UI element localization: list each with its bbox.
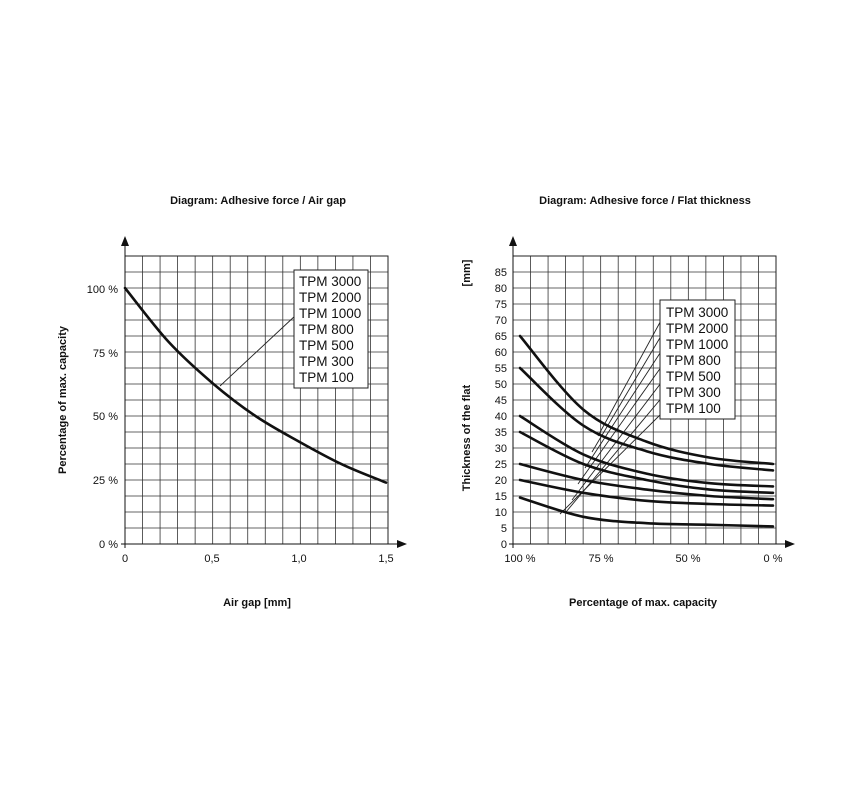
y-axis-title: Thickness of the flat: [461, 384, 473, 491]
x-axis-title: Air gap [mm]: [223, 597, 291, 609]
legend-entry: TPM 1000: [666, 337, 728, 352]
series-line: [518, 430, 775, 495]
x-tick-label: 0 %: [764, 553, 783, 565]
legend: TPM 3000 TPM 2000 TPM 1000 TPM 800 TPM 5…: [293, 269, 369, 389]
y-tick-label: 25 %: [93, 475, 118, 487]
y-tick-label: 50 %: [93, 411, 118, 423]
y-tick-label: 20: [495, 475, 507, 487]
series-line: [518, 334, 775, 466]
y-tick-label: 70: [495, 315, 507, 327]
y-tick-label: 55: [495, 363, 507, 375]
chart-title: Diagram: Adhesive force / Flat thickness: [539, 195, 751, 207]
x-tick-label: 0: [122, 553, 128, 565]
legend-entry: TPM 2000: [666, 321, 728, 336]
y-tick-label: 10: [495, 507, 507, 519]
legend-entry: TPM 100: [666, 401, 721, 416]
series-line: [123, 286, 388, 484]
y-tick-label: 5: [501, 523, 507, 535]
y-axis-arrow: [509, 236, 517, 246]
y-axis-unit: [mm]: [461, 259, 473, 286]
series-line: [518, 496, 775, 528]
legend-leader-line: [577, 362, 665, 485]
x-tick-label: 1,0: [291, 553, 306, 565]
legend: TPM 3000 TPM 2000 TPM 1000 TPM 800 TPM 5…: [659, 299, 736, 420]
y-tick-label: 100 %: [87, 284, 118, 296]
chart-title: Diagram: Adhesive force / Air gap: [170, 195, 346, 207]
y-tick-label: 0: [501, 539, 507, 551]
y-tick-label: 35: [495, 427, 507, 439]
legend-entry: TPM 800: [666, 353, 721, 368]
y-tick-label: 30: [495, 443, 507, 455]
y-tick-label: 40: [495, 411, 507, 423]
chart-flat-thickness: Diagram: Adhesive force / Flat thickness…: [461, 195, 795, 609]
legend-entry: TPM 500: [299, 338, 354, 353]
y-tick-label: 65: [495, 331, 507, 343]
legend-entry: TPM 1000: [299, 306, 361, 321]
y-tick-label: 0 %: [99, 539, 118, 551]
y-tick-label: 80: [495, 283, 507, 295]
series-line: [518, 414, 775, 488]
y-tick-label: 45: [495, 395, 507, 407]
legend-leader-line: [559, 410, 665, 515]
x-tick-label: 1,5: [378, 553, 393, 565]
y-tick-label: 75: [495, 299, 507, 311]
legend-entry: TPM 2000: [299, 290, 361, 305]
y-tick-label: 15: [495, 491, 507, 503]
y-tick-labels: 0 5 10 15 20 25 30 35 40 45 50 55 60 65 70 75 80 85: [495, 267, 507, 551]
legend-leader-line: [597, 314, 665, 437]
y-axis-arrow: [121, 236, 129, 246]
x-axis-arrow: [785, 540, 795, 548]
x-axis-arrow: [397, 540, 407, 548]
y-tick-label: 50: [495, 379, 507, 391]
y-tick-label: 75 %: [93, 348, 118, 360]
series-lines: [518, 334, 775, 528]
legend-leader-line: [219, 314, 297, 387]
legend-leader-line: [584, 346, 665, 469]
legend-entry: TPM 500: [666, 369, 721, 384]
legend-entry: TPM 800: [299, 322, 354, 337]
legend-box: [293, 269, 369, 389]
chart-air-gap: Diagram: Adhesive force / Air gap 0 % 25…: [57, 195, 407, 609]
x-tick-label: 0,5: [204, 553, 219, 565]
y-tick-label: 85: [495, 267, 507, 279]
x-axis-title: Percentage of max. capacity: [569, 597, 718, 609]
series-line: [518, 478, 775, 507]
series-line: [518, 366, 775, 472]
x-tick-label: 75 %: [588, 553, 613, 565]
x-tick-label: 100 %: [504, 553, 535, 565]
legend-entry: TPM 100: [299, 370, 354, 385]
legend-entry: TPM 3000: [666, 305, 728, 320]
x-tick-label: 50 %: [675, 553, 700, 565]
legend-entry: TPM 3000: [299, 274, 361, 289]
legend-entry: TPM 300: [299, 354, 354, 369]
legend-entry: TPM 300: [666, 385, 721, 400]
legend-leader-line: [591, 330, 665, 453]
series-line: [518, 462, 775, 501]
y-tick-label: 25: [495, 459, 507, 471]
y-axis-title: Percentage of max. capacity: [57, 325, 69, 474]
y-tick-label: 60: [495, 347, 507, 359]
legend-box: [659, 299, 736, 420]
